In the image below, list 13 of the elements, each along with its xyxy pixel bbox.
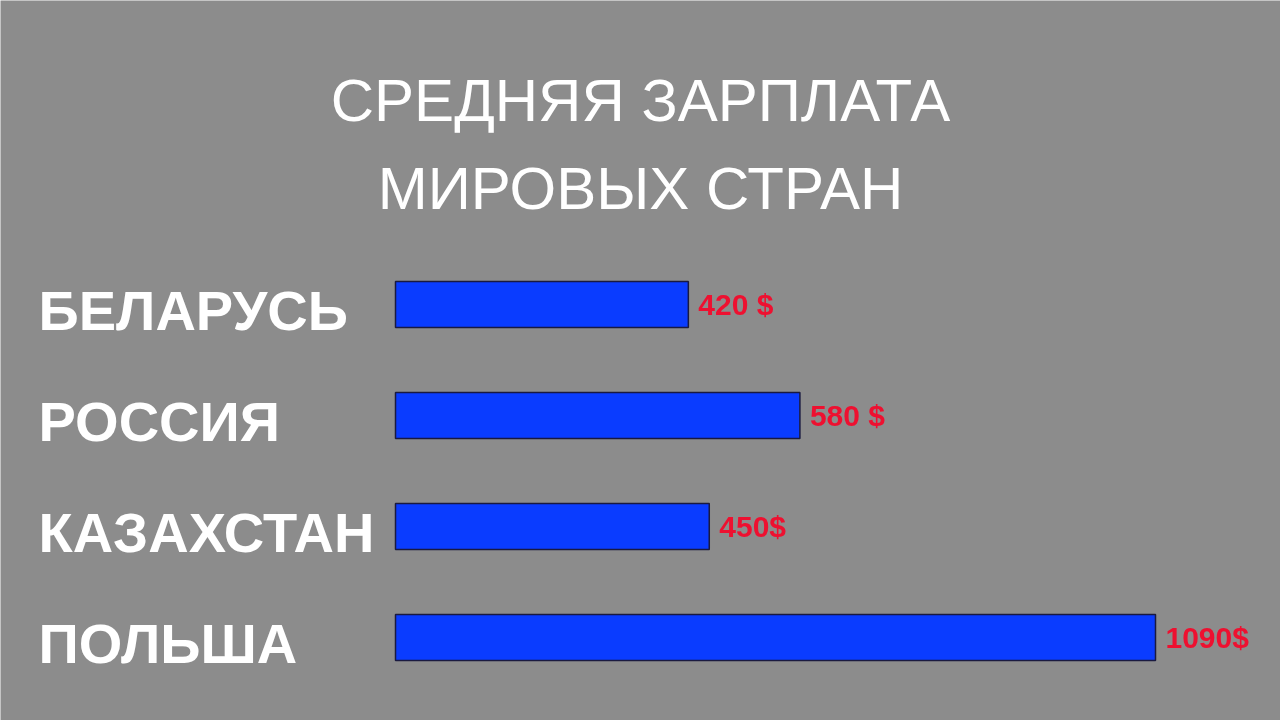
y-tick-label: ПОЛЬША	[38, 612, 298, 675]
data-label: 450$	[719, 510, 787, 543]
bar	[394, 502, 711, 551]
bar	[394, 280, 690, 329]
data-label: 1090$	[1165, 621, 1250, 654]
data-label: 420 $	[698, 288, 774, 321]
y-tick-label: КАЗАХСТАН	[38, 501, 375, 564]
data-label: 580 $	[809, 399, 886, 432]
bar	[394, 391, 801, 440]
chart-title: СРЕДНЯЯ ЗАРПЛАТА МИРОВЫХ СТРАН	[330, 67, 951, 222]
bar	[394, 613, 1157, 662]
y-tick-label: РОССИЯ	[38, 390, 281, 453]
y-tick-label: БЕЛАРУСЬ	[38, 279, 348, 342]
